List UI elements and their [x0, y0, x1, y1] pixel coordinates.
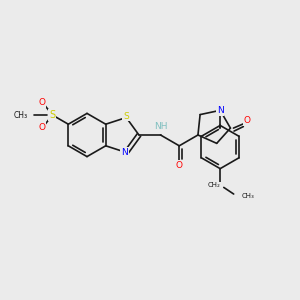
Text: CH₃: CH₃ — [14, 110, 28, 119]
Text: CH₃: CH₃ — [241, 194, 254, 200]
Text: CH₂: CH₂ — [207, 182, 220, 188]
Text: N: N — [217, 106, 224, 115]
Text: NH: NH — [154, 122, 168, 131]
Text: S: S — [49, 110, 56, 120]
Text: O: O — [176, 161, 183, 170]
Text: N: N — [122, 148, 128, 157]
Text: O: O — [38, 98, 45, 107]
Text: S: S — [123, 112, 129, 121]
Text: O: O — [38, 123, 45, 132]
Text: O: O — [243, 116, 250, 125]
